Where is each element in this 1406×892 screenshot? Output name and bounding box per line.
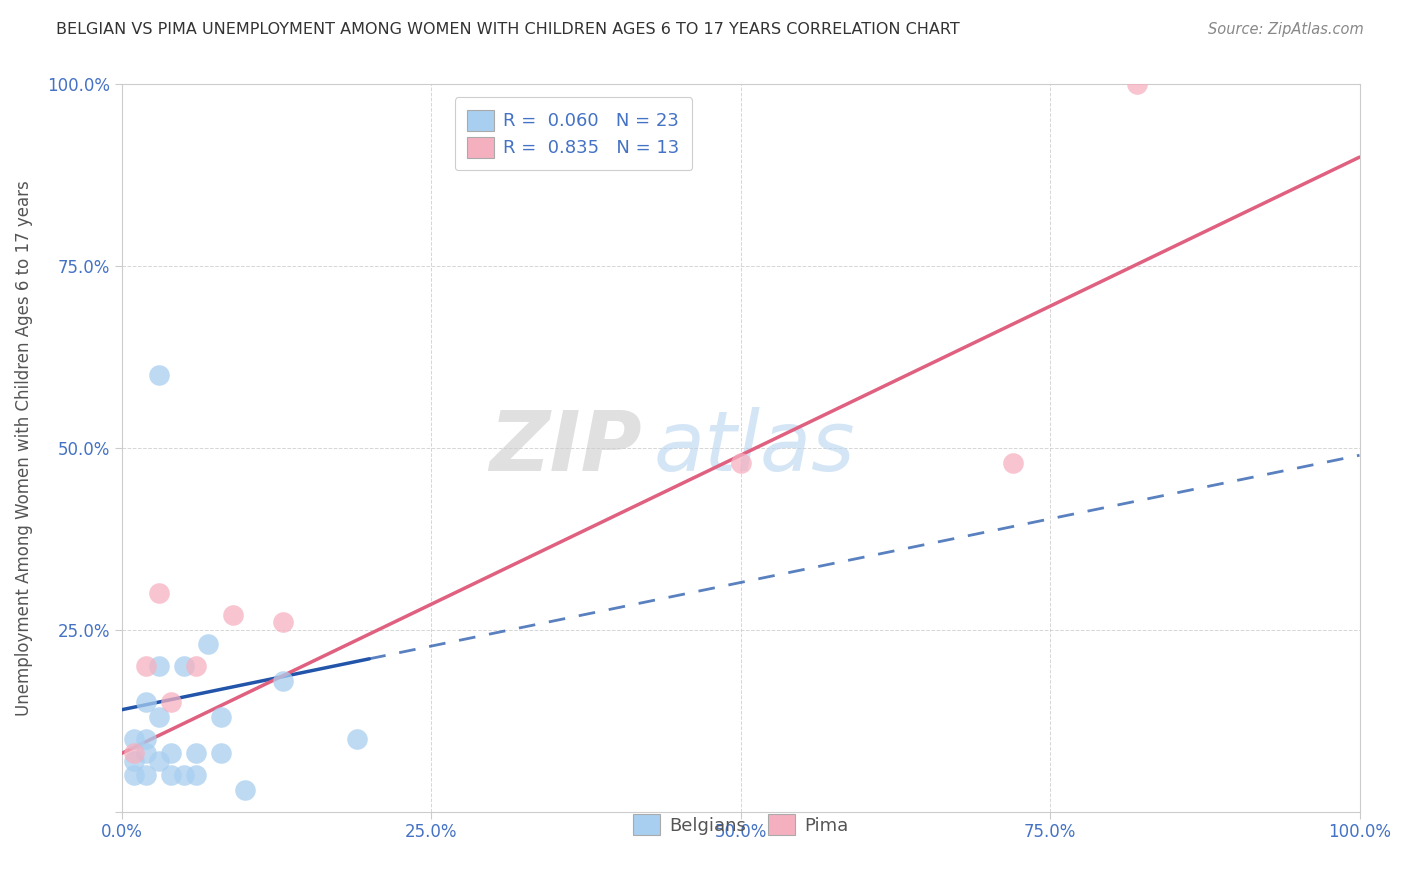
Text: BELGIAN VS PIMA UNEMPLOYMENT AMONG WOMEN WITH CHILDREN AGES 6 TO 17 YEARS CORREL: BELGIAN VS PIMA UNEMPLOYMENT AMONG WOMEN…: [56, 22, 960, 37]
Point: [135, 768, 157, 782]
Point: [135, 731, 157, 746]
Point: [135, 659, 157, 673]
Point: [197, 637, 219, 651]
Point: [271, 615, 294, 630]
Text: ZIP: ZIP: [489, 408, 641, 489]
Point: [1001, 456, 1024, 470]
Point: [222, 608, 245, 623]
Point: [235, 782, 257, 797]
Point: [160, 768, 183, 782]
Point: [122, 768, 145, 782]
Point: [160, 747, 183, 761]
Point: [148, 368, 170, 383]
Point: [346, 731, 368, 746]
Point: [148, 710, 170, 724]
Point: [148, 754, 170, 768]
Point: [184, 768, 207, 782]
Point: [730, 456, 752, 470]
Point: [173, 768, 195, 782]
Point: [271, 673, 294, 688]
Point: [122, 731, 145, 746]
Point: [148, 586, 170, 600]
Point: [148, 659, 170, 673]
Point: [184, 659, 207, 673]
Y-axis label: Unemployment Among Women with Children Ages 6 to 17 years: Unemployment Among Women with Children A…: [15, 180, 32, 716]
Point: [184, 747, 207, 761]
Point: [209, 747, 232, 761]
Point: [122, 754, 145, 768]
Legend: Belgians, Pima: Belgians, Pima: [626, 807, 855, 842]
Point: [173, 659, 195, 673]
Point: [135, 747, 157, 761]
Text: atlas: atlas: [654, 408, 856, 489]
Point: [209, 710, 232, 724]
Point: [135, 696, 157, 710]
Point: [122, 747, 145, 761]
Point: [160, 696, 183, 710]
Point: [1125, 78, 1147, 92]
Text: Source: ZipAtlas.com: Source: ZipAtlas.com: [1208, 22, 1364, 37]
